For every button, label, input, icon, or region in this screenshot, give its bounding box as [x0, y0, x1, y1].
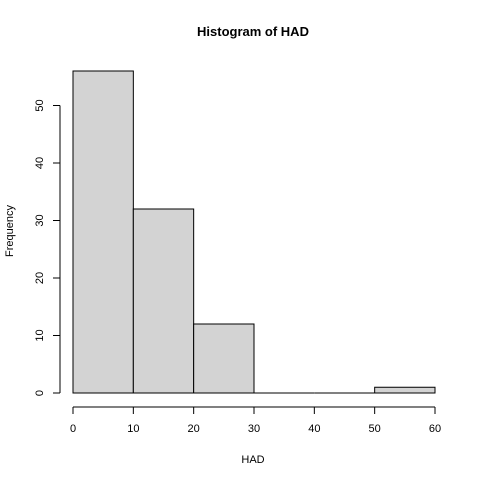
- histogram-bar: [72, 70, 134, 394]
- y-axis: 0 10 20 30 40 50: [34, 99, 61, 396]
- chart-title: Histogram of HAD: [197, 24, 309, 39]
- y-tick-label: 50: [34, 99, 46, 111]
- bars-group: [72, 70, 436, 394]
- y-axis-label: Frequency: [4, 205, 16, 257]
- y-tick-label: 40: [34, 157, 46, 169]
- y-tick-label: 0: [34, 390, 46, 396]
- histogram-bar: [132, 208, 195, 394]
- histogram-bar: [374, 386, 436, 394]
- x-tick-label: 30: [248, 423, 260, 435]
- x-tick-label: 60: [429, 423, 441, 435]
- histogram-bar: [193, 323, 255, 394]
- x-axis-label: HAD: [241, 454, 264, 466]
- x-tick-label: 10: [127, 423, 139, 435]
- y-tick-label: 20: [34, 272, 46, 284]
- y-tick-label: 30: [34, 214, 46, 226]
- y-tick-label: 10: [34, 329, 46, 341]
- x-tick-label: 40: [308, 423, 320, 435]
- x-tick-label: 20: [188, 423, 200, 435]
- x-tick-label: 50: [369, 423, 381, 435]
- x-tick-label: 0: [70, 423, 76, 435]
- x-axis: 0 10 20 30 40 50 60: [70, 406, 441, 435]
